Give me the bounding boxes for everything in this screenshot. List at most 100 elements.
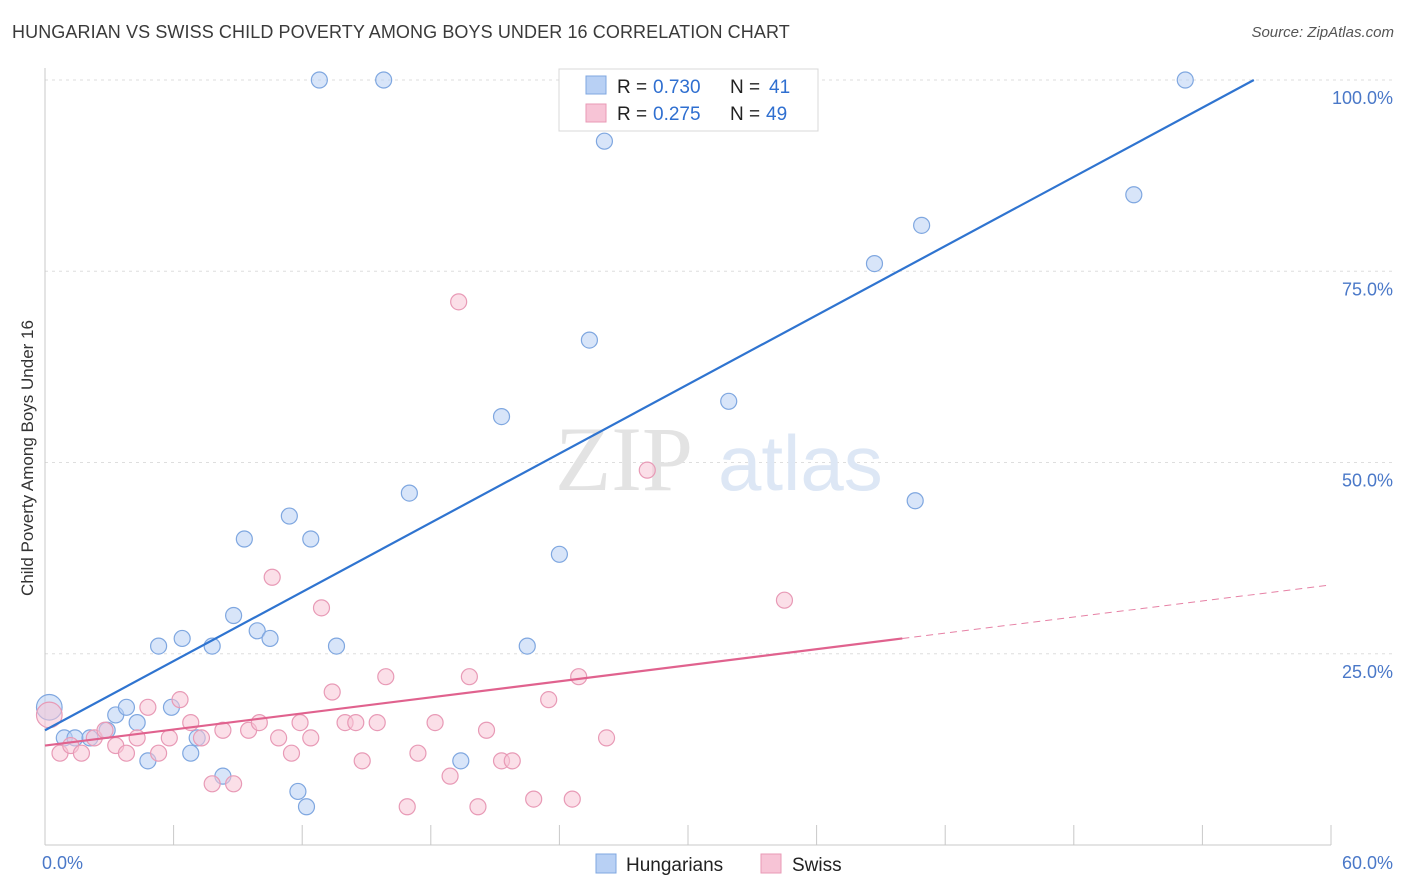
- hungarians-point-25: [327, 637, 346, 655]
- y-tick-labels: 25.0% 50.0% 75.0% 100.0%: [1332, 88, 1393, 682]
- swiss-point-32: [398, 798, 416, 816]
- swiss-point-34: [426, 713, 444, 732]
- swiss-point-7: [117, 744, 136, 762]
- swiss-point-14: [192, 729, 211, 747]
- swiss-point-21: [270, 729, 288, 747]
- hungarians-point-37: [913, 216, 931, 234]
- swiss-point-23: [291, 713, 309, 732]
- x-tick-labels: 0.0% 60.0%: [42, 853, 1393, 873]
- watermark: ZIP atlas: [555, 408, 883, 510]
- stats-r-value-0: 0.730: [653, 77, 701, 98]
- hungarians-point-19: [261, 629, 279, 648]
- swiss-point-17: [225, 775, 243, 793]
- swiss-point-10: [149, 744, 168, 762]
- hungarians-point-26: [375, 71, 393, 89]
- hungarians-point-22: [297, 798, 316, 816]
- stats-r-label-0: R =: [617, 77, 647, 98]
- legend-swatch-hungarians: [595, 853, 617, 874]
- swiss-point-33: [409, 744, 427, 762]
- swiss-point-22: [282, 744, 301, 762]
- legend-swatch-swiss: [760, 853, 782, 874]
- hungarians-point-31: [550, 545, 569, 563]
- swiss-point-9: [139, 698, 157, 716]
- y-tick-label-3: 100.0%: [1332, 88, 1393, 108]
- watermark-zip: ZIP: [555, 408, 693, 510]
- y-tick-label-1: 50.0%: [1342, 471, 1393, 491]
- hungarians-point-11: [173, 629, 191, 648]
- swiss-point-3: [72, 744, 91, 762]
- hungarians-trend-line: [44, 79, 1255, 732]
- hungarians-point-7: [128, 713, 146, 732]
- swiss-point-35: [441, 767, 459, 785]
- swiss-point-41: [525, 790, 543, 808]
- swiss-trend-line: [44, 637, 903, 747]
- swiss-point-24: [302, 729, 320, 747]
- hungarians-point-38: [1125, 186, 1143, 204]
- stats-swatch-hungarians: [585, 75, 607, 95]
- x-tick-label-0: 0.0%: [42, 853, 83, 873]
- swiss-point-38: [477, 721, 496, 739]
- y-axis-label: Child Poverty Among Boys Under 16: [18, 320, 37, 596]
- hungarians-point-30: [518, 637, 536, 655]
- swiss-point-28: [347, 713, 365, 732]
- swiss-point-12: [171, 691, 189, 709]
- hungarians-point-6: [117, 698, 136, 716]
- swiss-point-48: [469, 798, 487, 816]
- hungarians-point-17: [235, 530, 253, 548]
- stats-n-value-1: 49: [766, 104, 787, 125]
- watermark-atlas: atlas: [718, 419, 883, 507]
- hungarians-point-32: [580, 331, 599, 349]
- hungarians-point-36: [906, 492, 924, 510]
- hungarians-point-21: [289, 782, 307, 801]
- swiss-point-42: [540, 691, 558, 709]
- hungarians-point-35: [865, 255, 884, 273]
- stats-r-label-1: R =: [617, 104, 647, 125]
- swiss-point-40: [503, 752, 521, 770]
- swiss-point-29: [353, 752, 371, 770]
- stats-n-label-1: N =: [730, 104, 760, 125]
- swiss-point-25: [312, 599, 331, 617]
- swiss-point-43: [563, 790, 581, 808]
- hungarians-point-33: [595, 132, 614, 150]
- swiss-point-26: [323, 683, 341, 701]
- stats-n-label-0: N =: [730, 77, 760, 98]
- hungarians-point-16: [225, 606, 243, 625]
- swiss-point-30: [368, 713, 386, 732]
- y-tick-label-2: 75.0%: [1342, 279, 1393, 299]
- hungarians-point-20: [280, 507, 298, 525]
- swiss-point-5: [96, 721, 114, 739]
- stats-n-value-0: 41: [769, 77, 790, 98]
- x-tick-label-1: 60.0%: [1342, 853, 1393, 873]
- hungarians-point-18: [248, 622, 266, 640]
- hungarians-point-9: [149, 637, 168, 655]
- stats-legend: R = 0.730 N = 41 R = 0.275 N = 49: [558, 68, 819, 132]
- hungarians-point-28: [452, 752, 470, 770]
- hungarians-point-29: [492, 408, 511, 426]
- hungarians-point-34: [720, 392, 738, 410]
- bottom-legend: Hungarians Swiss: [595, 853, 842, 876]
- swiss-point-15: [203, 775, 221, 793]
- swiss-point-37: [460, 668, 478, 686]
- points-layer: [35, 71, 1194, 816]
- stats-swatch-swiss: [585, 103, 607, 123]
- hungarians-point-23: [302, 530, 320, 548]
- swiss-point-20: [263, 568, 281, 586]
- swiss-point-11: [160, 729, 178, 747]
- swiss-trend-extension: [902, 584, 1332, 639]
- hungarians-point-39: [1176, 71, 1194, 89]
- y-tick-label-0: 25.0%: [1342, 662, 1393, 682]
- swiss-point-31: [377, 668, 395, 686]
- swiss-point-47: [775, 591, 794, 609]
- swiss-point-46: [638, 461, 656, 479]
- chart-title: HUNGARIAN VS SWISS CHILD POVERTY AMONG B…: [12, 22, 790, 42]
- hungarians-point-27: [400, 484, 418, 502]
- legend-label-hungarians: Hungarians: [626, 855, 723, 876]
- swiss-point-36: [450, 293, 468, 311]
- swiss-point-45: [597, 729, 616, 747]
- swiss-point-44: [570, 668, 588, 686]
- hungarians-point-12: [182, 744, 200, 762]
- hungarians-point-24: [310, 71, 328, 89]
- trend-layer: [44, 79, 1332, 747]
- legend-label-swiss: Swiss: [792, 855, 842, 876]
